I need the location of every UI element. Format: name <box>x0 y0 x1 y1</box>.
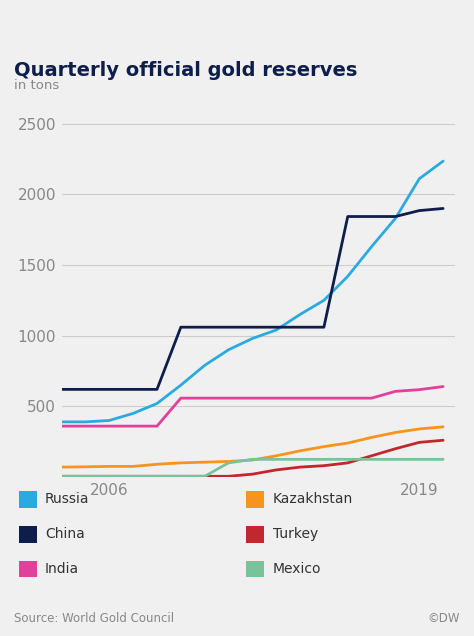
Text: India: India <box>45 562 79 576</box>
Text: Russia: Russia <box>45 492 90 506</box>
Text: Turkey: Turkey <box>273 527 318 541</box>
Text: Mexico: Mexico <box>273 562 321 576</box>
Text: in tons: in tons <box>14 80 59 92</box>
Text: ©DW: ©DW <box>427 612 460 625</box>
Text: Quarterly official gold reserves: Quarterly official gold reserves <box>14 60 357 80</box>
Text: China: China <box>45 527 85 541</box>
Text: Kazakhstan: Kazakhstan <box>273 492 353 506</box>
Text: Source: World Gold Council: Source: World Gold Council <box>14 612 174 625</box>
